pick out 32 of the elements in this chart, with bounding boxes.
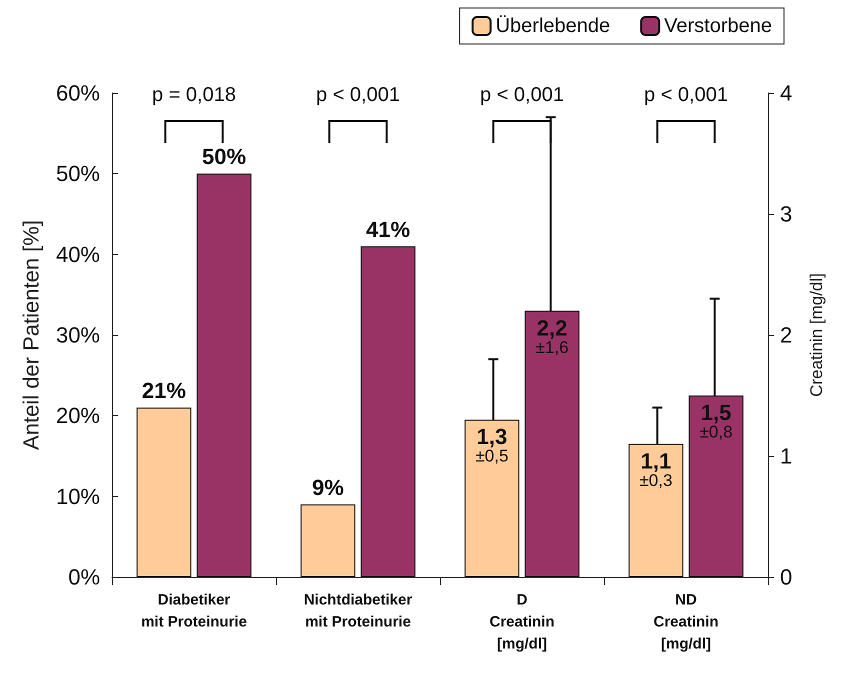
legend-label: Verstorbene [664,15,772,37]
y2-tick-label: 1 [780,444,792,468]
x-tick-label: Diabetiker mit Proteinurie [141,592,247,630]
annotation: p = 0,018 [152,84,236,106]
data-label: 41% [366,216,410,242]
annotation: p < 0,001 [644,84,728,106]
data-label: 1,5 ±0,8 [700,400,733,442]
y2-tick-label: 3 [780,202,792,226]
x-tick-label: D Creatinin [mg/dl] [489,592,555,652]
y2-tick-label: 2 [780,322,792,348]
y-tick-label: 20% [56,403,100,428]
annotation: p < 0,001 [316,84,400,106]
y2-tick-label: 4 [780,80,792,106]
y-tick-label: 50% [56,161,100,186]
y-tick-label: 30% [56,322,100,348]
y-tick-label: 10% [56,484,100,509]
data-label: 50% [202,144,246,170]
data-label: 2,2 ±1,6 [536,315,569,357]
data-label: 1,1 ±0,3 [639,448,672,490]
annotation: p < 0,001 [480,84,564,106]
data-label: 1,3 ±0,5 [475,424,508,466]
y-axis-title: Anteil der Patienten [%] [18,220,44,450]
data-label: 21% [142,378,186,404]
x-tick-label: ND Creatinin [mg/dl] [653,592,719,652]
y2-tick-label: 0 [780,564,792,590]
y-tick-label: 60% [56,80,100,106]
data-label: 9% [312,474,344,500]
y2-axis-title: Creatinin [mg/dl] [807,273,826,397]
y-tick-label: 0% [68,564,100,590]
x-tick-label: Nichtdiabetiker mit Proteinurie [304,592,412,630]
legend-label: Überlebende [496,15,610,37]
y-tick-label: 40% [56,242,100,267]
